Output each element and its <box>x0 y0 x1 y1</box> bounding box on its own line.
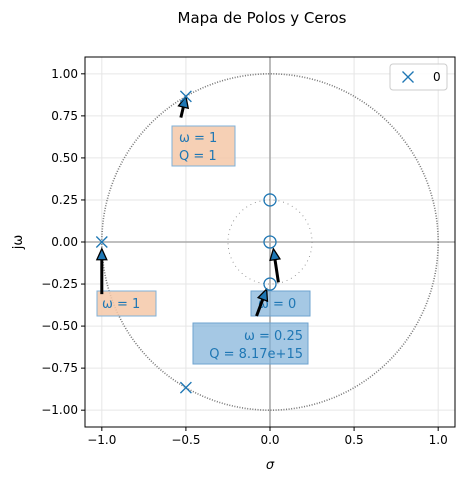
y-axis-label: jω <box>11 235 26 251</box>
annotation-text: ω = 1 <box>102 297 140 312</box>
annotation-text: Q = 8.17e+15 <box>209 347 303 362</box>
x-tick-label: 0.0 <box>260 433 279 447</box>
pole-marker-stroke <box>179 381 192 394</box>
pole-marker <box>95 236 108 248</box>
annotation-box <box>192 322 309 365</box>
pole-marker <box>179 90 192 103</box>
x-tick-label: −1.0 <box>87 433 116 447</box>
annotation-arrow-shaft <box>273 259 280 283</box>
y-tick-label: 0.75 <box>51 109 78 123</box>
y-tick-label: 0.50 <box>51 151 78 165</box>
legend-marker <box>402 71 414 83</box>
annotation-arrow-shaft <box>255 298 265 317</box>
y-tick-label: −0.25 <box>41 277 78 291</box>
annotation-box <box>171 125 236 167</box>
zero-marker <box>263 235 277 249</box>
y-tick-label: 0.00 <box>51 235 78 249</box>
annotation-text: ω = 1 <box>179 131 217 146</box>
x-axis-label: σ <box>266 458 275 473</box>
annotation-arrow-head <box>177 94 190 110</box>
annotation-arrow-head <box>256 287 269 303</box>
annotation-box <box>96 290 157 317</box>
y-tick-label: 0.25 <box>51 193 78 207</box>
annotation-text: ω = 0.25 <box>244 329 303 344</box>
pole-marker-stroke <box>95 236 108 248</box>
x-tick-label: 0.5 <box>345 433 364 447</box>
x-tick-label: 1.0 <box>429 433 448 447</box>
zero-marker <box>263 193 277 207</box>
x-tick-label: −0.5 <box>171 433 200 447</box>
y-tick-label: −0.75 <box>41 361 78 375</box>
annotation-text: Q = 1 <box>179 149 217 164</box>
annotation-arrow-shaft <box>179 106 185 118</box>
legend: 0 <box>389 63 448 91</box>
zero-marker <box>263 277 277 291</box>
pole-marker-stroke <box>179 90 192 103</box>
pole-marker <box>179 381 192 394</box>
annotation-arrow-head <box>269 247 282 262</box>
y-tick-label: 1.00 <box>51 67 78 81</box>
inner-reference-circle <box>227 199 313 285</box>
chart-title: Mapa de Polos y Ceros <box>178 9 347 27</box>
legend-label: 0 <box>433 70 441 84</box>
y-tick-label: −1.00 <box>41 403 78 417</box>
y-tick-label: −0.50 <box>41 319 78 333</box>
legend-frame <box>389 63 448 91</box>
annotation-arrow-head <box>95 247 108 261</box>
